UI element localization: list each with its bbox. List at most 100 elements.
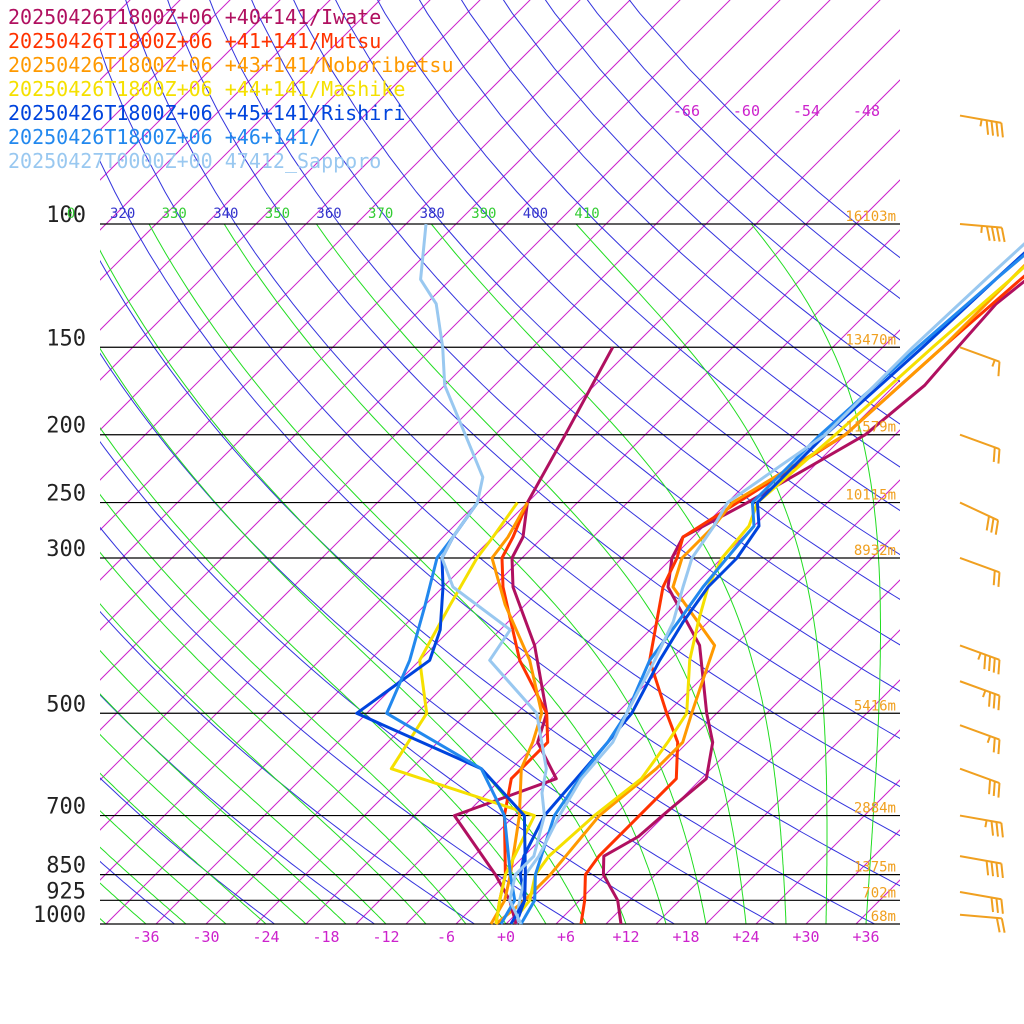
- pressure-label: 850: [46, 854, 86, 879]
- wind-barb: [959, 767, 1001, 798]
- x-tick-label: +36: [852, 928, 879, 946]
- wind-barb-half: [980, 225, 983, 233]
- pressure-label: 300: [46, 537, 86, 562]
- wind-barb-staff: [959, 724, 1000, 741]
- height-label: 13470m: [845, 332, 896, 348]
- wind-barb-feather: [988, 656, 992, 671]
- wind-barb-feather: [990, 226, 996, 242]
- wind-barb: [959, 855, 1004, 879]
- isotherm-label: -60: [733, 102, 760, 120]
- profile-line: [519, 253, 1024, 925]
- pressure-label: 700: [46, 795, 86, 820]
- wind-barb-staff: [959, 223, 1002, 229]
- profile-line: [389, 501, 536, 925]
- wind-barb-feather: [990, 821, 995, 836]
- wind-barb-half: [986, 735, 992, 744]
- theta-label: 360: [316, 206, 341, 222]
- wind-barb-feather: [994, 520, 1000, 535]
- wind-barb-feather: [997, 572, 1001, 587]
- theta-label: 340: [213, 206, 238, 222]
- wind-barb-feather: [995, 227, 1001, 242]
- theta-label: 380: [420, 206, 445, 222]
- wind-barb-feather: [995, 917, 1001, 933]
- wind-barb-feather: [990, 897, 995, 913]
- moist-adiabat-line: [100, 810, 227, 924]
- dry-adiabat-line: [377, 0, 900, 512]
- wind-barb-feather: [992, 447, 996, 462]
- wind-barb-staff: [959, 890, 1002, 901]
- dry-adiabat-line: [100, 526, 575, 924]
- x-tick-label: -18: [312, 928, 339, 946]
- profile-line: [514, 251, 1024, 925]
- isotherm-line: [555, 579, 900, 924]
- isotherm-line: [305, 329, 900, 924]
- legend-entry: 20250426T1800Z+06 +46+141/: [8, 125, 322, 149]
- wind-barb-feather: [1000, 122, 1004, 138]
- wind-barb-feather: [983, 654, 987, 670]
- moist-adiabat-line: [223, 223, 707, 924]
- profile-line: [419, 223, 548, 925]
- wind-barb-feather: [995, 821, 999, 837]
- theta-label: 320: [110, 206, 135, 222]
- wind-barb-feather: [997, 739, 1001, 755]
- wind-barb-feather: [995, 121, 999, 137]
- isotherm-line: [255, 279, 900, 924]
- wind-barb-staff: [959, 814, 1002, 824]
- wind-barb: [959, 223, 1006, 243]
- x-tick-label: +12: [612, 928, 639, 946]
- isotherm-line: [405, 429, 900, 924]
- axis-labels: 100 16103m 150 13470m 200 11579m 250 10115m 300 8…: [33, 102, 896, 946]
- height-label: 702m: [862, 885, 896, 901]
- height-label: 16103m: [845, 209, 896, 225]
- x-tick-label: +24: [732, 928, 759, 946]
- x-tick-label: -36: [132, 928, 159, 946]
- height-label: 10115m: [845, 488, 896, 504]
- dry-adiabat-line: [628, 0, 900, 259]
- wind-barb-staff: [959, 767, 1000, 785]
- wind-barb-feather: [985, 120, 990, 135]
- isotherm-line: [705, 729, 900, 924]
- wind-barb-feather: [995, 862, 999, 878]
- wind-barb-feather: [992, 570, 996, 586]
- wind-barb-half: [984, 820, 988, 828]
- wind-barb-feather: [997, 659, 1001, 675]
- wind-barb-feather: [1000, 227, 1006, 243]
- wind-barb: [959, 913, 1006, 933]
- wind-barb-feather: [990, 121, 995, 136]
- pressure-label: 500: [46, 692, 86, 717]
- dry-adiabat-line: [460, 0, 900, 425]
- wind-barb-staff: [959, 501, 999, 522]
- wind-barb-half: [991, 359, 996, 367]
- pressure-label: 150: [46, 326, 86, 351]
- wind-barb-feather: [997, 695, 1001, 711]
- wind-barb: [959, 814, 1004, 838]
- pressure-label: 200: [46, 414, 86, 439]
- pressure-label: 1000: [33, 903, 86, 928]
- theta-label: 410: [574, 206, 599, 222]
- height-label: 8932m: [854, 543, 896, 559]
- pressure-label: 250: [46, 482, 86, 507]
- wind-barb-feather: [985, 860, 990, 876]
- profile-line: [489, 501, 544, 925]
- dry-adiabat-line: [100, 860, 175, 924]
- wind-barb: [959, 644, 1001, 675]
- legend-entry: 20250426T1800Z+06 +40+141/Iwate: [8, 5, 382, 29]
- dry-adiabat-line: [251, 0, 900, 646]
- wind-barb-feather: [1000, 863, 1004, 879]
- wind-barb-feather: [992, 693, 996, 709]
- wind-barb-feather: [990, 518, 995, 533]
- wind-barb: [959, 346, 1001, 377]
- wind-barb-feather: [985, 515, 990, 531]
- wind-barb-staff: [959, 855, 1002, 865]
- wind-barb-feather: [1000, 822, 1004, 838]
- wind-barb-half: [979, 119, 983, 127]
- pressure-label: 925: [46, 879, 86, 904]
- isotherm-line: [355, 379, 900, 924]
- x-tick-label: +18: [672, 928, 699, 946]
- height-label: 68m: [871, 909, 896, 925]
- wind-barb-feather: [997, 449, 1001, 464]
- wind-barb: [959, 114, 1004, 138]
- height-label: 2884m: [854, 801, 896, 817]
- wind-barb-feather: [992, 658, 996, 673]
